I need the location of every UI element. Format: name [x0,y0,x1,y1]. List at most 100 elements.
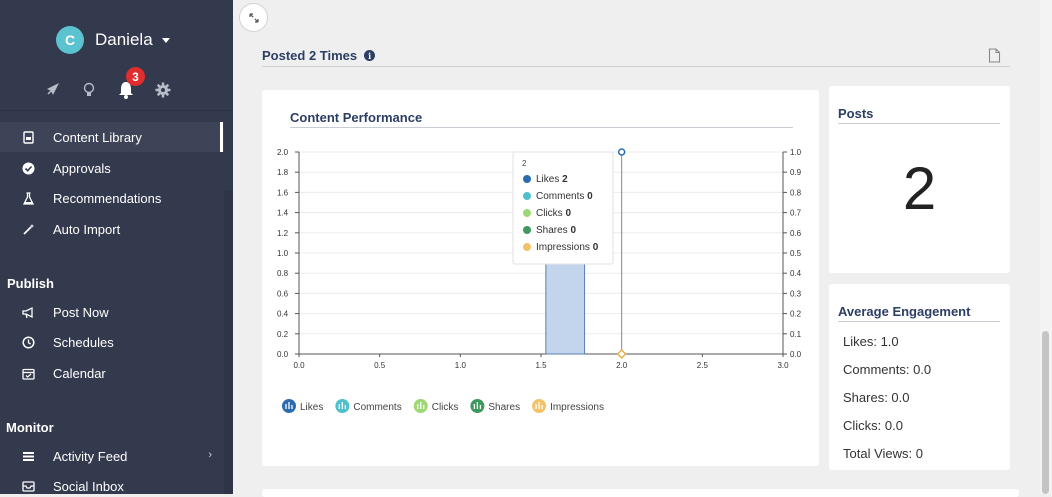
card-title-divider [838,321,1000,322]
lightbulb-icon[interactable] [77,79,100,101]
x-tick-label: 0.5 [374,361,386,370]
engagement-likes: Likes: 1.0 [843,334,899,349]
sidebar-item-recommendations[interactable]: Recommendations [0,183,224,213]
sidebar-item-label: Post Now [53,304,109,320]
legend-chart-icon [338,402,347,409]
legend-label[interactable]: Likes [300,402,323,413]
y-right-tick-label: 0.6 [790,229,802,238]
y-left-tick-label: 1.0 [277,249,289,258]
average-engagement-title: Average Engagement [838,304,971,319]
y-right-tick-label: 0.2 [790,310,802,319]
cursor-marker-top [617,148,626,156]
y-left-tick-label: 1.8 [277,168,289,177]
legend-chart-icon [473,402,482,409]
profile-menu[interactable]: C Daniela [56,26,170,54]
notification-badge: 3 [126,67,145,86]
profile-name[interactable]: Daniela [95,30,153,49]
y-left-tick-label: 0.4 [277,310,289,319]
inbox-icon [20,480,37,493]
tooltip-item-value: 0 [593,242,599,253]
sidebar-item-approvals[interactable]: Approvals [0,153,224,183]
next-card [262,489,1019,497]
sidebar-scrollbar[interactable] [224,190,233,494]
tooltip-item-label: Comments 0 [536,191,593,202]
legend-chart-icon [417,402,425,409]
gear-icon[interactable] [151,79,174,101]
sidebar-item-content-library[interactable]: Content Library [0,122,224,152]
legend-label[interactable]: Impressions [550,402,604,413]
tooltip-swatch [523,243,531,251]
tooltip-swatch [523,175,531,183]
check-circle-icon [20,162,37,175]
tooltip-header: 2 [522,159,527,168]
tooltip-item-label: Clicks 0 [536,208,571,219]
sidebar-item-auto-import[interactable]: Auto Import [0,214,224,244]
content-performance-card: Content Performance 0.0 0.2 0.4 0.6 0.8 1.0 1.… [262,90,819,466]
tooltip-box [512,151,614,265]
average-engagement-card: Average Engagement Likes: 1.0 Comments: … [829,284,1010,470]
sidebar-item-label: Auto Import [53,221,121,237]
y-right-tick-label: 0.8 [790,188,802,197]
y-right-tick-label: 0.0 [790,350,802,359]
sidebar-item-post-now[interactable]: Post Now [0,297,224,327]
sidebar: C Daniela 3 Content Library Approvals [0,0,233,494]
tooltip-item-value: 0 [570,225,576,236]
rocket-icon[interactable] [40,79,63,101]
bell-icon[interactable]: 3 [114,67,145,101]
content-performance-title: Content Performance [290,110,423,125]
x-tick-label: 1.5 [535,361,547,370]
expand-button[interactable] [239,3,268,32]
sidebar-item-label: Activity Feed [53,448,128,464]
y-right-tick-label: 0.4 [790,269,802,278]
posted-title-text: Posted 2 Times [262,48,358,63]
tooltip-item-label: Impressions 0 [536,242,599,253]
sidebar-toolbar: 3 [40,67,188,102]
tooltip-swatch [523,192,531,200]
expand-icon [248,12,259,23]
page-scrollbar-thumb[interactable] [1042,331,1049,494]
list-icon [20,450,37,463]
y-right-tick-label: 0.3 [790,289,802,298]
caret-down-icon[interactable] [161,37,170,43]
sidebar-item-calendar[interactable]: Calendar [0,358,224,388]
engagement-shares: Shares: 0.0 [843,390,910,405]
posted-title: Posted 2 Times i [262,48,376,63]
y-right-tick-label: 0.9 [790,168,802,177]
posts-card: Posts 2 [829,86,1010,273]
tooltip-swatch [523,226,531,234]
export-document-icon[interactable] [988,48,1001,68]
clock-icon [20,335,37,349]
x-tick-label: 3.0 [777,361,789,370]
x-tick-label: 1.0 [455,361,467,370]
legend-chart-icon [285,402,293,409]
sidebar-divider [0,110,233,111]
y-left-tick-label: 0.2 [277,330,289,339]
calendar-icon [20,367,37,380]
y-right-tick-label: 0.1 [790,330,802,339]
y-left-tick-label: 0.8 [277,269,289,278]
avatar[interactable]: C [56,26,84,54]
legend-chart-icon [535,402,543,409]
sidebar-item-label: Content Library [53,129,142,145]
posts-count: 2 [902,155,937,222]
engagement-total-views: Total Views: 0 [843,446,923,461]
legend-label[interactable]: Shares [488,402,520,413]
cursor-marker-bottom [616,349,627,359]
y-left-tick-label: 1.6 [277,188,289,197]
content-performance-chart[interactable]: 0.0 0.2 0.4 0.6 0.8 1.0 1.2 1.4 1.6 1.8 2.0 0.0 0.1 0… [262,90,819,466]
x-tick-label: 0.0 [293,361,305,370]
info-icon[interactable]: i [364,50,376,61]
sidebar-item-activity-feed[interactable]: Activity Feed › [0,441,224,471]
sidebar-item-label: Recommendations [53,190,162,206]
tooltip-item-value: 0 [565,208,571,219]
legend-label[interactable]: Clicks [432,402,459,413]
tooltip-item-value: 2 [562,174,568,185]
posts-title: Posts [838,106,874,121]
legend-label[interactable]: Comments [353,402,401,413]
y-left-tick-label: 1.4 [277,209,289,218]
y-right-tick-label: 1.0 [790,148,802,157]
active-indicator [220,122,223,152]
sidebar-item-schedules[interactable]: Schedules [0,327,224,357]
sidebar-item-social-inbox[interactable]: Social Inbox [0,471,224,494]
sidebar-item-label: Schedules [53,334,114,350]
